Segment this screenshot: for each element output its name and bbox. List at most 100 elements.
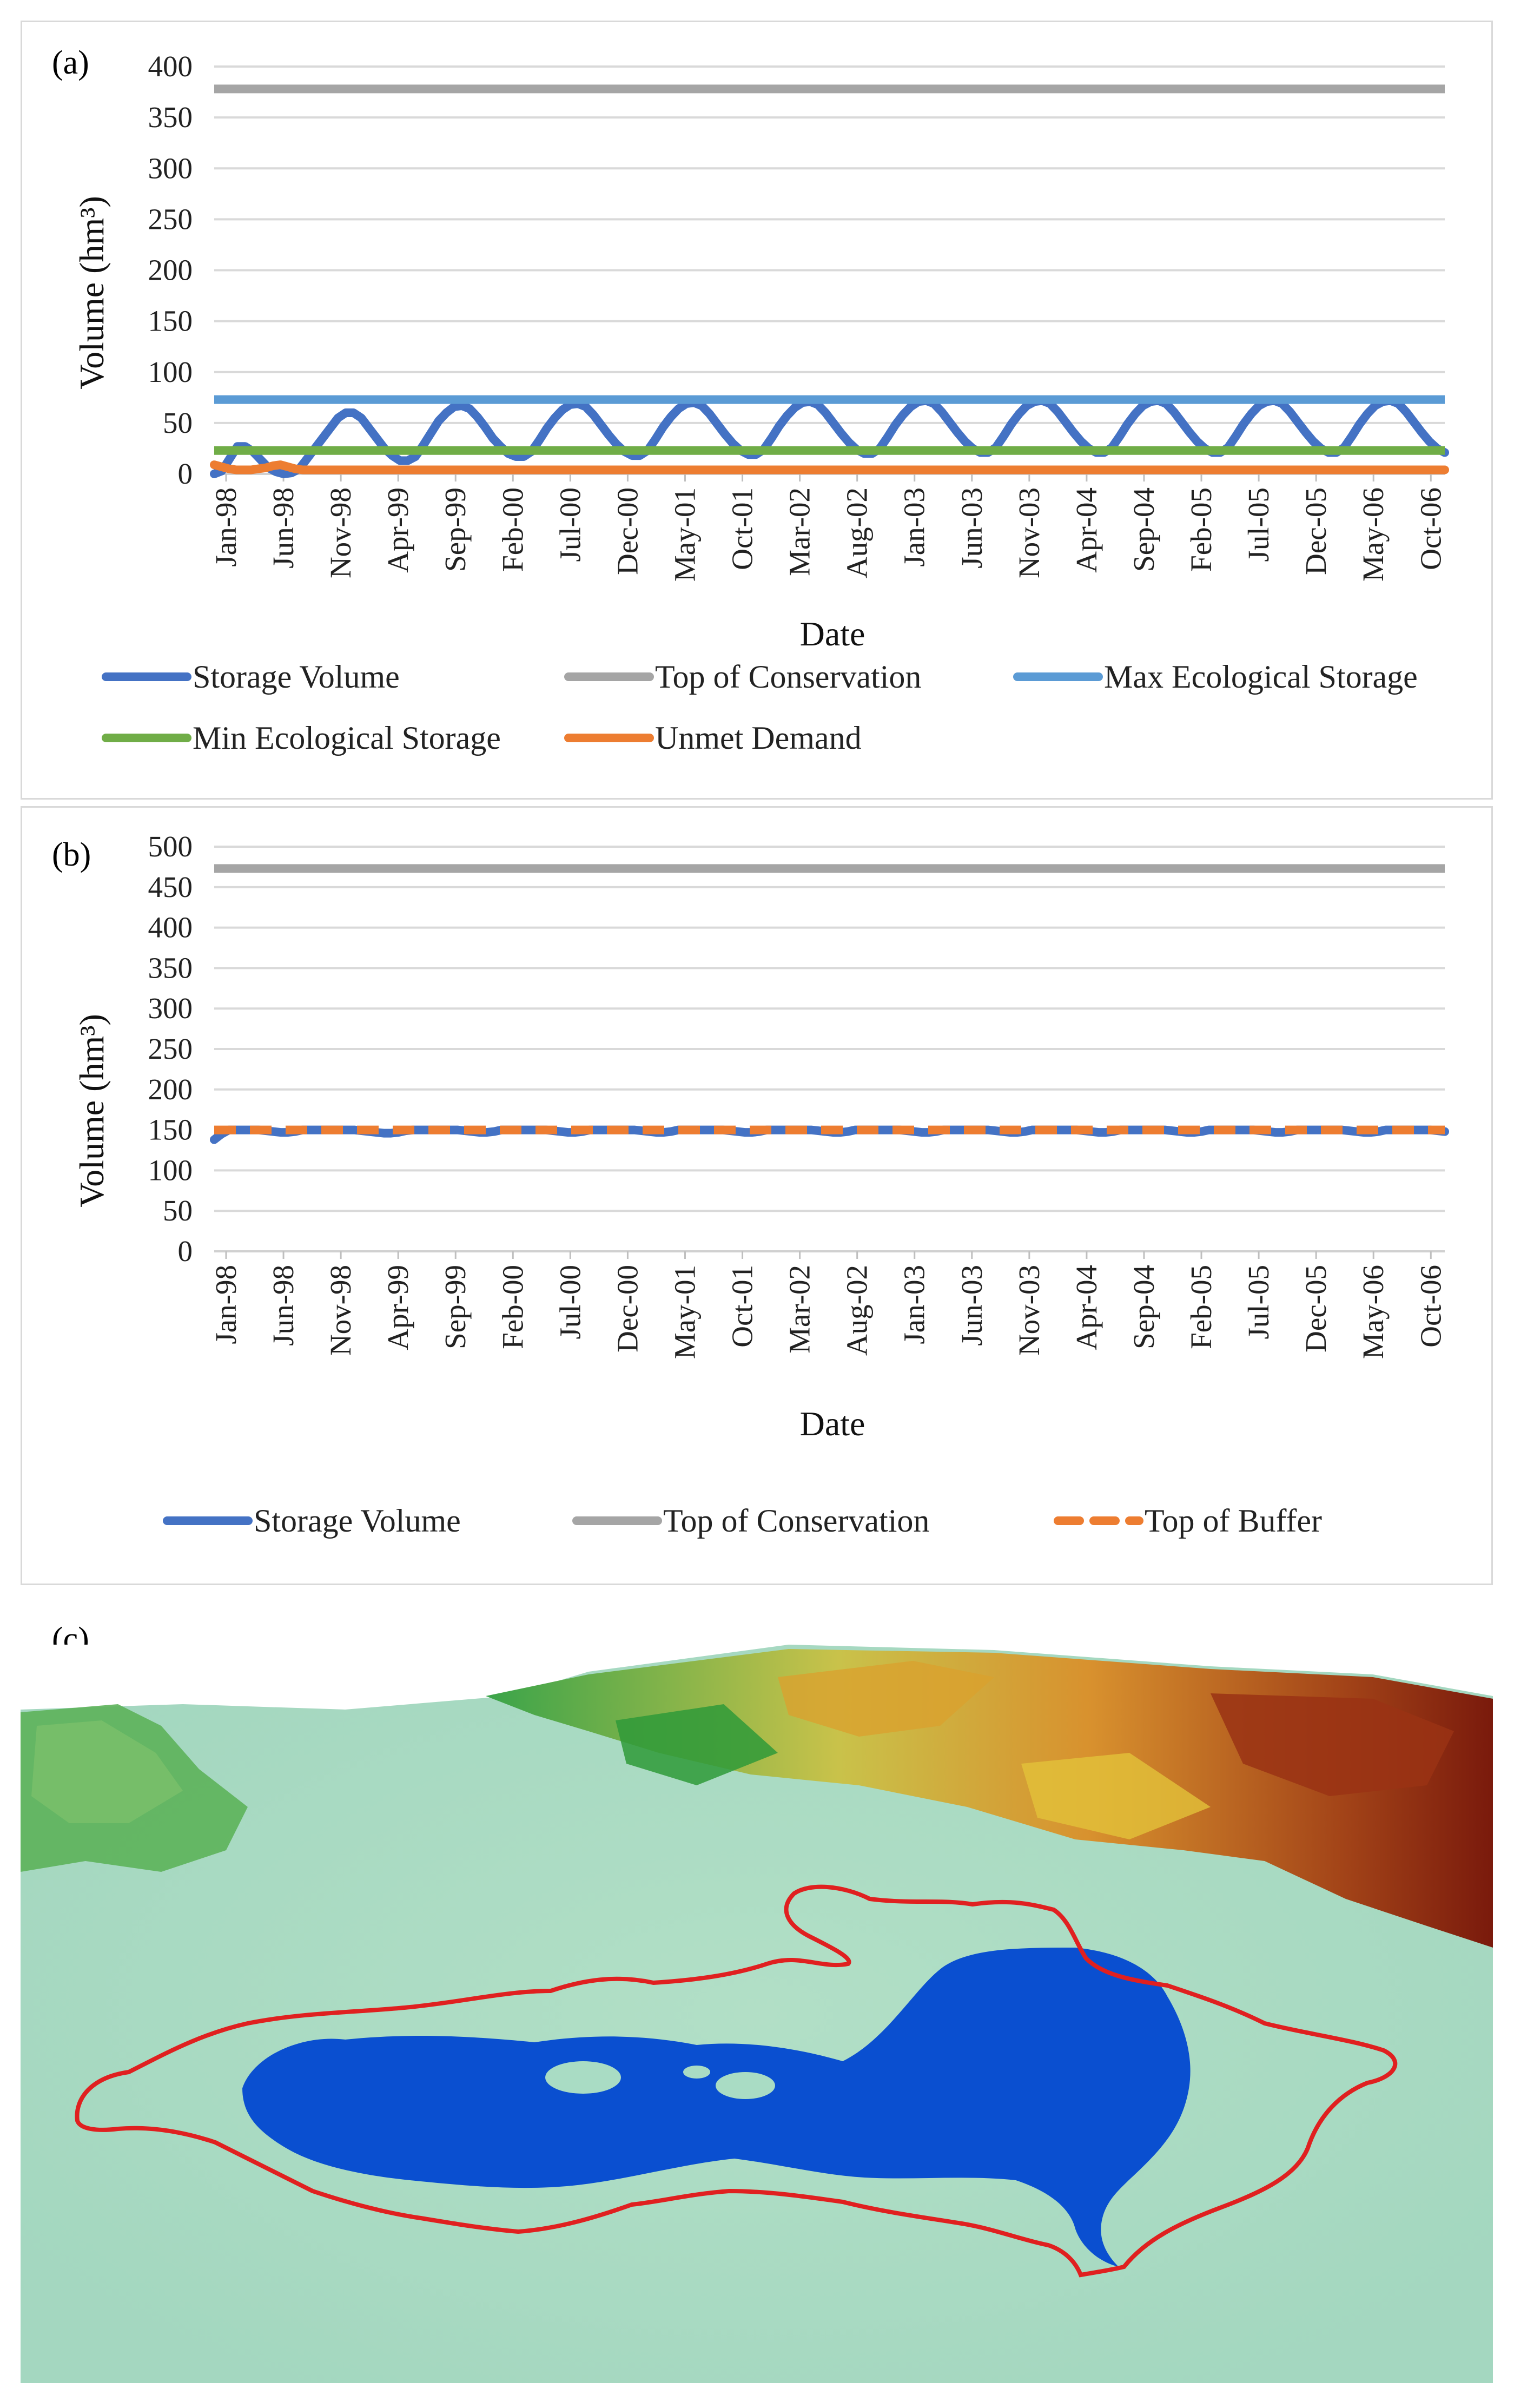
y-tick-label: 250 <box>148 202 193 235</box>
x-tick-label: Oct-01 <box>726 487 759 570</box>
x-axis-title-b: Date <box>800 1404 865 1443</box>
x-tick-label: Jun-03 <box>955 487 988 569</box>
legend-item: Top of Conservation <box>572 1503 929 1539</box>
x-tick-label: Dec-00 <box>611 487 644 575</box>
panel-label-a: (a) <box>52 44 89 81</box>
gridlines-a <box>214 65 1445 475</box>
legend-label: Top of Buffer <box>1145 1503 1322 1539</box>
reservoir-water <box>242 1948 1191 2267</box>
y-tick-label: 100 <box>148 1153 193 1186</box>
y-tick-label: 450 <box>148 870 193 903</box>
y-tick-label: 300 <box>148 992 193 1025</box>
x-tick-label: Jul-05 <box>1242 1265 1275 1340</box>
x-tick-label: Dec-05 <box>1299 1265 1332 1353</box>
x-tick-label: Apr-99 <box>381 1265 414 1350</box>
x-tick-label: Jul-00 <box>553 1265 586 1340</box>
y-ticks-a: 0 50 100 150 200 250 300 350 400 <box>148 50 193 490</box>
x-tick-label: Jun-98 <box>267 1265 300 1346</box>
x-tick-label: Jun-98 <box>267 487 300 569</box>
legend-label: Storage Volume <box>254 1503 461 1539</box>
x-tick-label: Sep-04 <box>1127 487 1160 572</box>
sky-area <box>21 1645 1493 1710</box>
y-tick-label: 150 <box>148 305 193 338</box>
legend-label: Unmet Demand <box>655 720 862 756</box>
x-tick-label: May-06 <box>1357 487 1390 582</box>
x-tick-label: Nov-98 <box>324 1265 357 1356</box>
x-tick-label: Mar-02 <box>783 1265 816 1354</box>
series-line-unmet-demand <box>210 460 1449 474</box>
legend-item: Max Ecological Storage <box>1013 659 1418 695</box>
y-tick-label: 50 <box>163 1194 193 1227</box>
x-tick-label: Jan-98 <box>209 487 242 567</box>
legend-b: Storage Volume Top of Conservation Top of … <box>163 1503 1322 1539</box>
reservoir-boundary <box>75 1884 1398 2278</box>
x-tick-label: Jan-03 <box>898 487 931 567</box>
legend-label: Max Ecological Storage <box>1104 659 1418 695</box>
y-axis-title-b: Volume (hm³) <box>72 1014 111 1208</box>
y-tick-label: 50 <box>163 406 193 439</box>
y-tick-label: 150 <box>148 1113 193 1146</box>
x-tick-label: Jan-03 <box>898 1265 931 1344</box>
x-ticks-a: Jan-98 Jun-98 Nov-98 Apr-99 Sep-99 Feb-00 Jul-… <box>209 474 1447 582</box>
x-tick-label: Aug-02 <box>841 1265 874 1356</box>
y-tick-label: 350 <box>148 951 193 984</box>
x-tick-label: Dec-05 <box>1299 487 1332 575</box>
x-tick-label: Jul-05 <box>1242 487 1275 562</box>
legend-item: Unmet Demand <box>564 720 862 756</box>
series-a <box>210 84 1449 478</box>
x-ticks-b: Jan-98 Jun-98 Nov-98 Apr-99 Sep-99 Feb-00 Jul-… <box>209 1251 1447 1359</box>
x-tick-label: Aug-02 <box>841 487 874 578</box>
panel-label-b: (b) <box>52 836 91 873</box>
x-tick-label: Feb-05 <box>1185 487 1218 572</box>
legend-item: Storage Volume <box>163 1503 461 1539</box>
x-tick-label: Nov-03 <box>1013 487 1046 578</box>
series-b <box>210 864 1449 1144</box>
legend-item: Top of Buffer <box>1054 1503 1322 1539</box>
x-tick-label: Feb-05 <box>1185 1265 1218 1349</box>
legend-label: Top of Conservation <box>655 659 921 695</box>
x-axis-title-a: Date <box>800 615 865 653</box>
gridlines-b <box>214 846 1445 1252</box>
legend-a: Storage Volume Top of Conservation Max Eco… <box>102 659 1418 756</box>
x-tick-label: Jan-98 <box>209 1265 242 1344</box>
y-tick-label: 300 <box>148 151 193 184</box>
x-tick-label: May-01 <box>668 487 701 582</box>
y-tick-label: 350 <box>148 101 193 134</box>
chart-b-svg: (b) 0 50 100 150 200 250 300 350 400 450 500 Jan-9… <box>52 830 1449 1539</box>
x-tick-label: Apr-04 <box>1070 487 1103 573</box>
x-tick-label: Feb-00 <box>496 487 529 572</box>
legend-item: Storage Volume <box>102 659 400 695</box>
island <box>716 2072 775 2099</box>
x-tick-label: Jun-03 <box>955 1265 988 1346</box>
reservoir-terrain-map <box>21 1645 1493 2383</box>
legend-label: Top of Conservation <box>663 1503 929 1539</box>
y-tick-label: 0 <box>178 457 193 490</box>
y-ticks-b: 0 50 100 150 200 250 300 350 400 450 500 <box>148 830 193 1268</box>
y-axis-title-a: Volume (hm³) <box>72 196 111 390</box>
x-tick-label: Oct-06 <box>1414 1265 1447 1348</box>
legend-item: Top of Conservation <box>564 659 921 695</box>
x-tick-label: Oct-06 <box>1414 487 1447 570</box>
series-line-storage-volume <box>210 396 1449 478</box>
y-tick-label: 400 <box>148 911 193 944</box>
x-tick-label: Sep-99 <box>439 487 472 572</box>
y-tick-label: 400 <box>148 50 193 83</box>
legend-label: Min Ecological Storage <box>193 720 501 756</box>
y-tick-label: 200 <box>148 1073 193 1106</box>
x-tick-label: Apr-04 <box>1070 1265 1103 1350</box>
x-tick-label: May-01 <box>668 1265 701 1359</box>
y-tick-label: 100 <box>148 355 193 388</box>
x-tick-label: Nov-03 <box>1013 1265 1046 1356</box>
x-tick-label: Apr-99 <box>381 487 414 573</box>
x-tick-label: Feb-00 <box>496 1265 529 1349</box>
x-tick-label: May-06 <box>1357 1265 1390 1359</box>
x-tick-label: Sep-04 <box>1127 1265 1160 1349</box>
legend-item: Min Ecological Storage <box>102 720 501 756</box>
y-tick-label: 250 <box>148 1032 193 1065</box>
terrain-map-svg <box>21 1645 1493 2383</box>
x-tick-label: Nov-98 <box>324 487 357 578</box>
x-tick-label: Sep-99 <box>439 1265 472 1349</box>
y-tick-label: 200 <box>148 254 193 287</box>
x-tick-label: Dec-00 <box>611 1265 644 1353</box>
x-tick-label: Oct-01 <box>726 1265 759 1348</box>
